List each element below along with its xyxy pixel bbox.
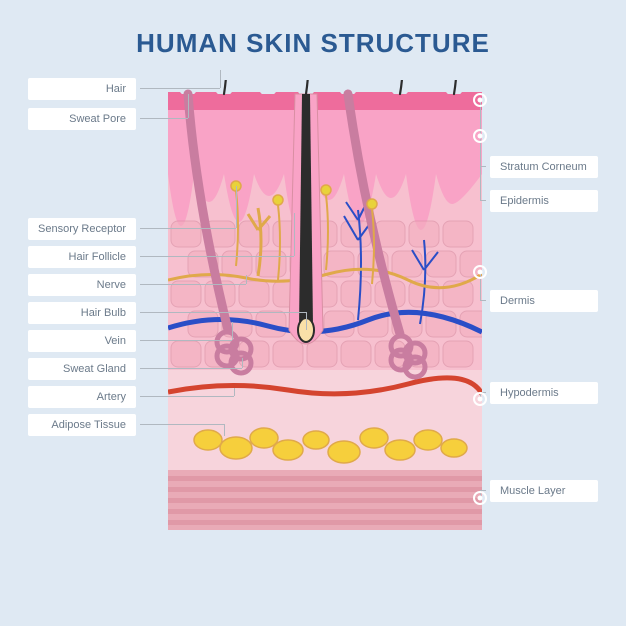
- label-epidermis: Epidermis: [490, 190, 598, 212]
- skin-diagram: [168, 80, 482, 540]
- label-artery: Artery: [28, 386, 136, 408]
- layer-marker: [473, 265, 487, 279]
- label-sensory-receptor: Sensory Receptor: [28, 218, 136, 240]
- leader-line: [246, 275, 247, 284]
- label-vein: Vein: [28, 330, 136, 352]
- leader-line: [188, 94, 189, 118]
- hairs: [222, 80, 457, 94]
- leader-line: [480, 200, 486, 201]
- leader-line: [140, 118, 188, 119]
- label-hair-bulb: Hair Bulb: [28, 302, 136, 324]
- leader-line: [220, 70, 221, 88]
- leader-line: [306, 312, 307, 330]
- leader-line: [140, 424, 224, 425]
- leader-line: [140, 284, 246, 285]
- leader-line: [232, 322, 233, 340]
- page-title: HUMAN SKIN STRUCTURE: [0, 28, 626, 59]
- label-muscle-layer: Muscle Layer: [490, 480, 598, 502]
- layer-marker: [473, 392, 487, 406]
- leader-line: [224, 424, 225, 436]
- label-stratum-corneum: Stratum Corneum: [490, 156, 598, 178]
- leader-line: [140, 256, 294, 257]
- leader-line: [236, 186, 237, 228]
- label-hypodermis: Hypodermis: [490, 382, 598, 404]
- leader-line: [242, 358, 243, 368]
- leader-line: [140, 88, 220, 89]
- leader-line: [140, 368, 242, 369]
- layer-marker: [473, 129, 487, 143]
- layer-marker: [473, 491, 487, 505]
- leader-line: [140, 312, 306, 313]
- label-sweat-pore: Sweat Pore: [28, 108, 136, 130]
- label-sweat-gland: Sweat Gland: [28, 358, 136, 380]
- label-dermis: Dermis: [490, 290, 598, 312]
- label-hair: Hair: [28, 78, 136, 100]
- leader-line: [140, 396, 234, 397]
- leader-line: [480, 136, 481, 200]
- leader-line: [140, 340, 232, 341]
- layer-marker: [473, 93, 487, 107]
- leader-line: [140, 228, 236, 229]
- surface-dips: [168, 92, 482, 110]
- leader-line: [234, 388, 235, 396]
- leader-line: [294, 213, 295, 256]
- label-hair-follicle: Hair Follicle: [28, 246, 136, 268]
- leader-line: [480, 300, 486, 301]
- label-nerve: Nerve: [28, 274, 136, 296]
- label-adipose-tissue: Adipose Tissue: [28, 414, 136, 436]
